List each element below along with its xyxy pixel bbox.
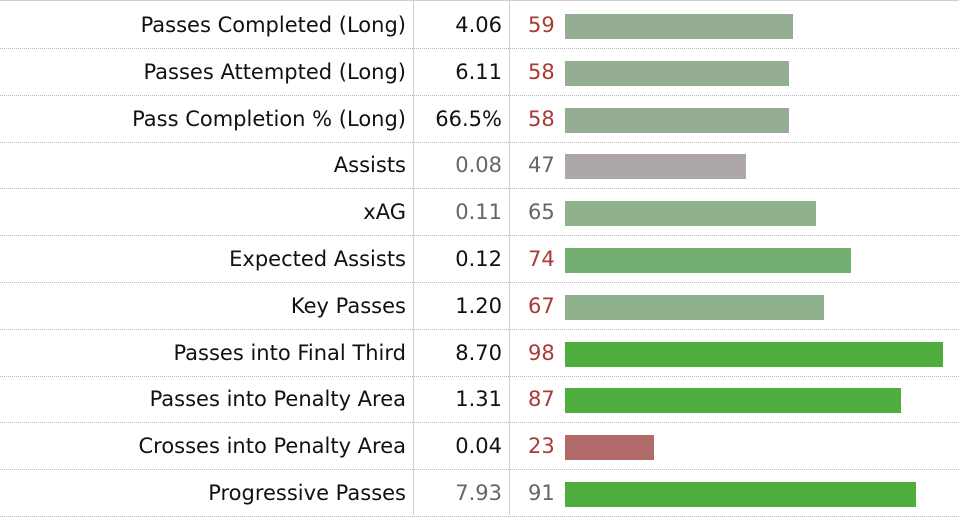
percentile-label: 67 (528, 293, 555, 318)
column-divider-value-percentile (509, 0, 510, 515)
stat-row: Progressive Passes 7.93 91 (0, 470, 959, 517)
row-separator (0, 48, 959, 49)
stat-value: 1.20 (455, 293, 502, 318)
percentile-bar (565, 341, 943, 367)
stat-row: xAG 0.11 65 (0, 189, 959, 237)
percentile-label: 23 (528, 434, 555, 459)
stat-label: Crosses into Penalty Area (138, 434, 406, 459)
stat-label: xAG (363, 200, 406, 225)
row-separator (0, 375, 959, 377)
percentile-label: 65 (528, 200, 555, 225)
stat-label: Assists (333, 153, 406, 178)
stat-value: 7.93 (455, 481, 502, 505)
stat-row: Expected Assists 0.12 74 (0, 236, 959, 283)
percentile-bar (565, 388, 901, 414)
stat-value: 0.11 (455, 200, 502, 225)
percentile-label: 91 (528, 481, 555, 505)
row-separator (0, 188, 959, 190)
stat-value: 1.31 (455, 387, 502, 412)
row-separator (0, 235, 959, 237)
percentile-label: 98 (528, 340, 555, 365)
stat-value: 0.12 (455, 247, 502, 271)
stat-label: Passes into Final Third (173, 340, 406, 365)
stat-value: 66.5% (435, 106, 502, 131)
stat-label: Pass Completion % (Long) (132, 106, 406, 131)
stat-row: Passes into Final Third 8.70 98 (0, 330, 959, 377)
percentile-label: 74 (528, 247, 555, 271)
percentile-bar (565, 248, 851, 273)
stat-row: Pass Completion % (Long) 66.5% 58 (0, 96, 959, 143)
top-border (0, 0, 959, 1)
stat-label: Expected Assists (229, 247, 406, 271)
percentile-label: 87 (528, 387, 555, 412)
stat-value: 6.11 (455, 59, 502, 84)
stat-value: 8.70 (455, 340, 502, 365)
stat-row: Passes into Penalty Area 1.31 87 (0, 376, 959, 424)
percentile-bar (565, 294, 824, 320)
percentile-bar (565, 60, 789, 86)
percentile-bar (565, 482, 916, 507)
stat-value: 0.04 (455, 434, 502, 459)
row-separator (0, 328, 959, 330)
stat-row: Key Passes 1.20 67 (0, 283, 959, 330)
row-separator (0, 94, 959, 96)
row-separator (0, 422, 959, 424)
stat-label: Passes Completed (Long) (140, 13, 406, 37)
percentile-bar (565, 14, 793, 39)
stat-label: Passes into Penalty Area (149, 387, 406, 412)
percentile-bar (565, 435, 654, 461)
percentile-bar (565, 107, 789, 133)
stat-row: Passes Completed (Long) 4.06 59 (0, 2, 959, 49)
stat-label: Passes Attempted (Long) (143, 59, 406, 84)
percentile-bar (565, 201, 816, 227)
stat-row: Crosses into Penalty Area 0.04 23 (0, 423, 959, 471)
percentile-label: 58 (528, 59, 555, 84)
row-separator (0, 282, 959, 283)
percentile-label: 47 (528, 153, 555, 178)
stat-value: 4.06 (455, 13, 502, 37)
row-separator (0, 141, 959, 143)
stat-row: Passes Attempted (Long) 6.11 58 (0, 49, 959, 96)
percentile-bar (565, 154, 746, 180)
stat-label: Key Passes (290, 293, 406, 318)
row-separator (0, 469, 959, 471)
stat-label: Progressive Passes (208, 481, 406, 505)
percentile-label: 58 (528, 106, 555, 131)
column-divider-label-value (413, 0, 414, 515)
stat-value: 0.08 (455, 153, 502, 178)
percentile-label: 59 (528, 13, 555, 37)
stat-row: Assists 0.08 47 (0, 142, 959, 190)
